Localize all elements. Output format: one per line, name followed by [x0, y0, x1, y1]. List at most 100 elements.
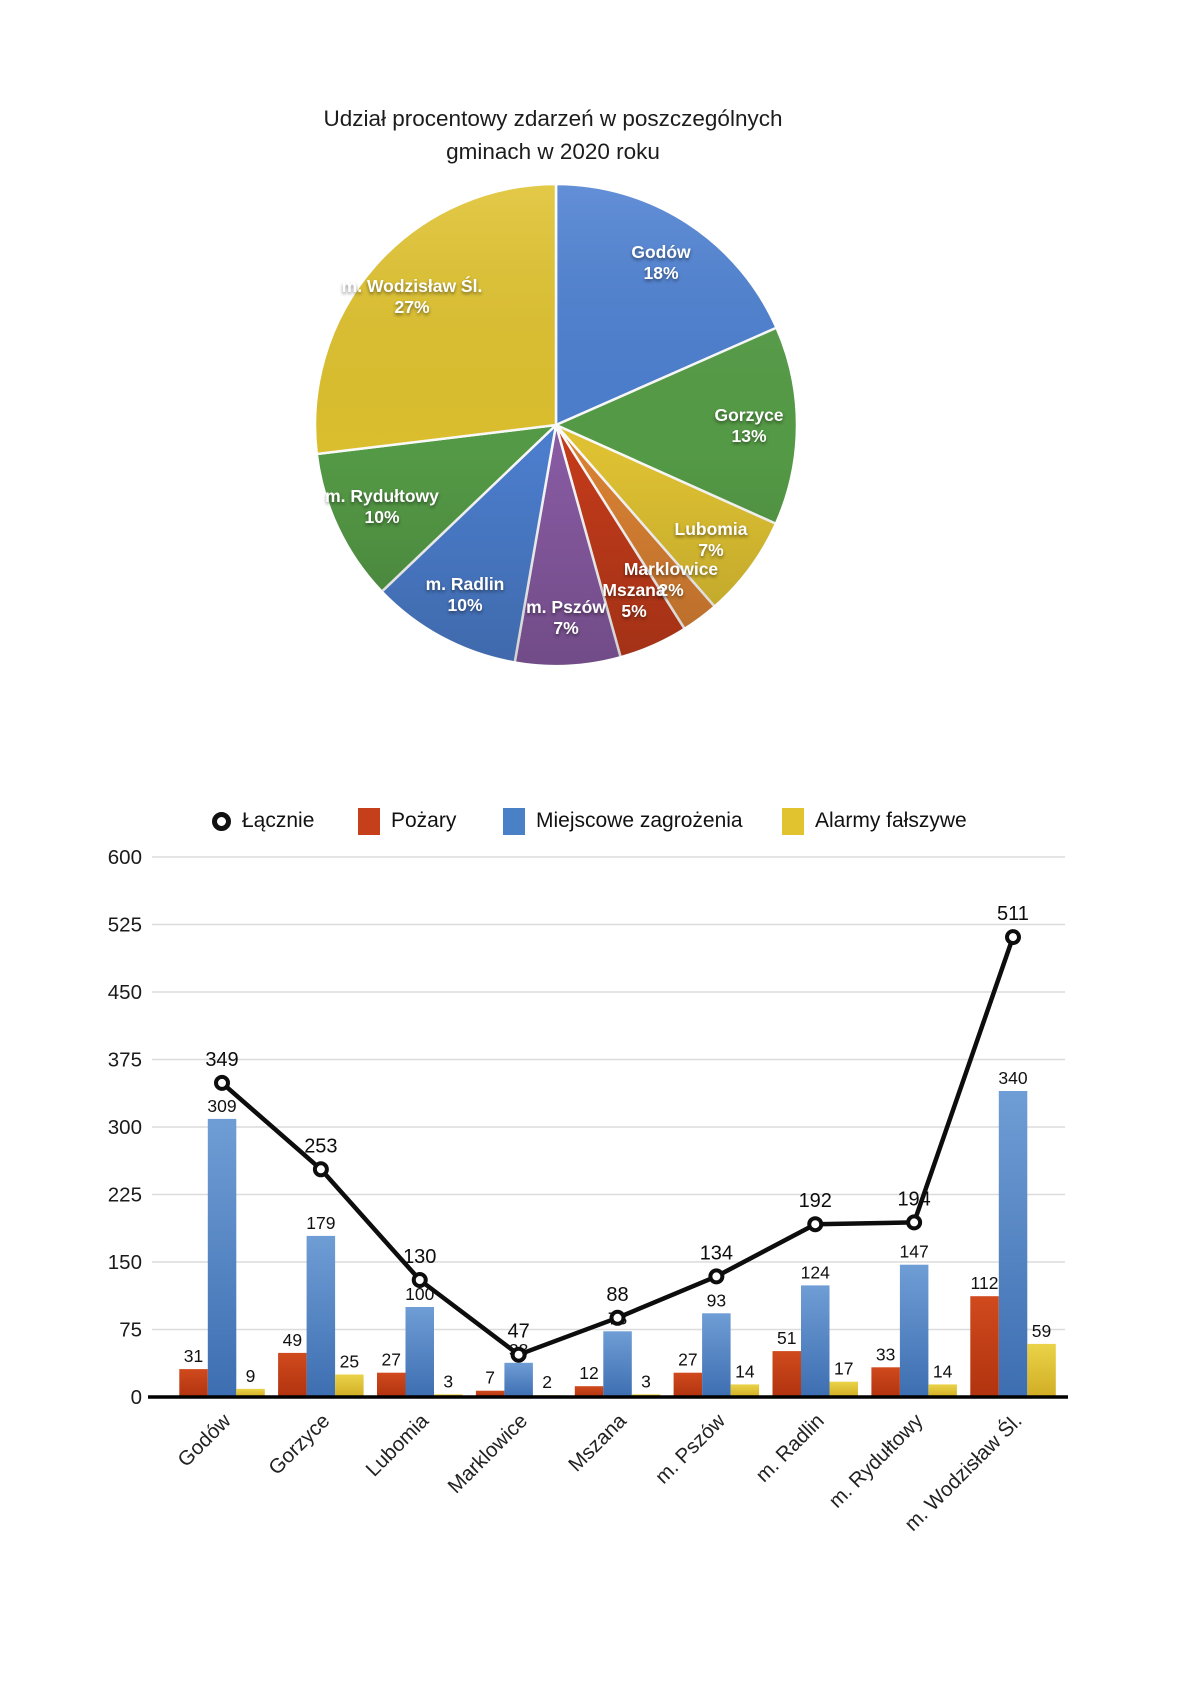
- bar-pożary-mszana: [574, 1386, 604, 1397]
- chart-legend: Łącznie Pożary Miejscowe zagrożenia Alar…: [0, 805, 1190, 839]
- bar-pożary-m-rydułtowy: [871, 1367, 900, 1397]
- bar-value-label: 340: [998, 1068, 1027, 1088]
- bar-pożary-gorzyce: [278, 1352, 307, 1397]
- line-point: [510, 1346, 527, 1363]
- bar-pożary-lubomia: [377, 1372, 406, 1397]
- line-series-marker-icon: [212, 811, 231, 831]
- y-axis-label: 75: [119, 1319, 142, 1342]
- pie-chart-title-line-2: gminach w 2020 roku: [446, 139, 660, 164]
- bar-value-label: 3: [641, 1371, 651, 1391]
- bar-value-label: 309: [207, 1096, 236, 1116]
- bar-value-label: 33: [876, 1344, 895, 1364]
- pie-chart-title-line-1: Udział procentowy zdarzeń w poszczególny…: [323, 106, 783, 131]
- line-value-label: 130: [403, 1246, 436, 1268]
- legend-item-miejscowe-zagrozenia: Miejscowe zagrożenia: [503, 805, 743, 837]
- bar-value-label: 25: [340, 1352, 359, 1372]
- bar-pożary-marklowice: [475, 1390, 505, 1397]
- line-point: [1005, 929, 1021, 946]
- line-value-label: 253: [304, 1135, 337, 1157]
- x-axis-label: Lubomia: [361, 1409, 433, 1481]
- bar-alarmy-fałszywe-m-rydułtowy: [928, 1384, 957, 1397]
- bar-value-label: 17: [834, 1359, 853, 1379]
- line-point: [807, 1216, 824, 1233]
- line-value-label: 192: [799, 1190, 832, 1212]
- line-value-label: 511: [997, 903, 1029, 925]
- bar-value-label: 9: [246, 1366, 256, 1386]
- bar-alarmy-fałszywe-m-wodzisław-śl: [1027, 1343, 1056, 1397]
- line-value-label: 88: [606, 1284, 628, 1306]
- y-axis-label: 450: [108, 981, 142, 1004]
- x-axis-label: Godów: [173, 1409, 235, 1471]
- y-axis-label: 0: [131, 1386, 142, 1409]
- blue-swatch-icon: [503, 807, 525, 835]
- bar-value-label: 3: [443, 1371, 453, 1391]
- bar-miejscowe-zagrożenia-m-pszów: [702, 1313, 731, 1397]
- bar-value-label: 14: [933, 1361, 953, 1381]
- legend-label: Pożary: [391, 809, 457, 832]
- bar-value-label: 7: [485, 1368, 495, 1388]
- bar-miejscowe-zagrożenia-godów: [207, 1118, 237, 1397]
- bar-value-label: 112: [971, 1273, 999, 1293]
- bar-value-label: 14: [735, 1361, 755, 1381]
- bar-miejscowe-zagrożenia-m-wodzisław-śl: [998, 1091, 1028, 1397]
- yellow-swatch-icon: [782, 807, 804, 835]
- line-value-label: 349: [205, 1049, 238, 1071]
- x-axis-label: m. Pszów: [651, 1409, 730, 1488]
- x-axis-label: m. Rydułtowy: [824, 1409, 928, 1513]
- bar-value-label: 124: [801, 1262, 830, 1282]
- red-swatch-icon: [358, 807, 380, 835]
- line-point: [312, 1161, 329, 1178]
- bar-value-label: 179: [306, 1213, 335, 1233]
- bar-alarmy-fałszywe-m-radlin: [829, 1381, 858, 1397]
- bar-value-label: 100: [405, 1284, 434, 1304]
- line-point: [609, 1309, 626, 1326]
- y-axis-label: 225: [108, 1184, 142, 1207]
- line-value-label: 47: [508, 1321, 530, 1343]
- bar-value-label: 51: [777, 1328, 796, 1348]
- legend-item-pozary: Pożary: [358, 805, 456, 837]
- bar-value-label: 31: [184, 1346, 203, 1366]
- line-point: [411, 1272, 428, 1288]
- legend-label: Alarmy fałszywe: [815, 809, 967, 832]
- bar-value-label: 27: [382, 1350, 401, 1370]
- line-value-label: 194: [897, 1188, 930, 1210]
- line-point: [214, 1074, 230, 1091]
- y-axis-label: 600: [108, 846, 142, 869]
- line-value-label: 134: [700, 1242, 733, 1264]
- bar-miejscowe-zagrożenia-marklowice: [504, 1362, 533, 1397]
- legend-label: Łącznie: [242, 809, 315, 832]
- pie-slice-m-wodzisław-śl: [313, 182, 558, 456]
- bar-value-label: 27: [678, 1350, 697, 1370]
- bar-value-label: 12: [579, 1363, 598, 1383]
- y-axis-label: 150: [108, 1251, 142, 1274]
- bar-alarmy-fałszywe-m-pszów: [730, 1384, 760, 1397]
- bar-alarmy-fałszywe-godów: [236, 1388, 265, 1397]
- y-axis-label: 525: [108, 914, 142, 937]
- legend-item-lacznie: Łącznie: [212, 805, 314, 837]
- x-axis-label: Gorzyce: [264, 1409, 334, 1479]
- line-point: [708, 1268, 725, 1285]
- bar-pożary-godów: [179, 1369, 208, 1397]
- y-axis-label: 300: [108, 1116, 142, 1139]
- bar-value-label: 147: [900, 1242, 929, 1262]
- bar-miejscowe-zagrożenia-lubomia: [405, 1307, 434, 1397]
- legend-item-alarmy-falszywe: Alarmy fałszywe: [782, 805, 967, 837]
- bar-alarmy-fałszywe-gorzyce: [335, 1374, 364, 1397]
- bar-value-label: 59: [1032, 1321, 1051, 1341]
- pie-chart-title: Udział procentowy zdarzeń w poszczególny…: [253, 102, 853, 168]
- legend-label: Miejscowe zagrożenia: [536, 809, 743, 832]
- bar-pożary-m-wodzisław-śl: [970, 1296, 999, 1397]
- bar-miejscowe-zagrożenia-mszana: [603, 1331, 632, 1397]
- x-axis-label: Mszana: [564, 1409, 631, 1476]
- bar-value-label: 49: [283, 1330, 302, 1350]
- bar-pożary-m-radlin: [772, 1351, 801, 1397]
- x-axis-label: Marklowice: [443, 1409, 532, 1498]
- y-axis-label: 375: [108, 1049, 142, 1072]
- x-axis-label: m. Radlin: [751, 1409, 828, 1486]
- bar-pożary-m-pszów: [673, 1372, 703, 1397]
- line-point: [906, 1214, 923, 1231]
- bar-miejscowe-zagrożenia-gorzyce: [306, 1235, 336, 1397]
- bar-value-label: 2: [542, 1372, 552, 1392]
